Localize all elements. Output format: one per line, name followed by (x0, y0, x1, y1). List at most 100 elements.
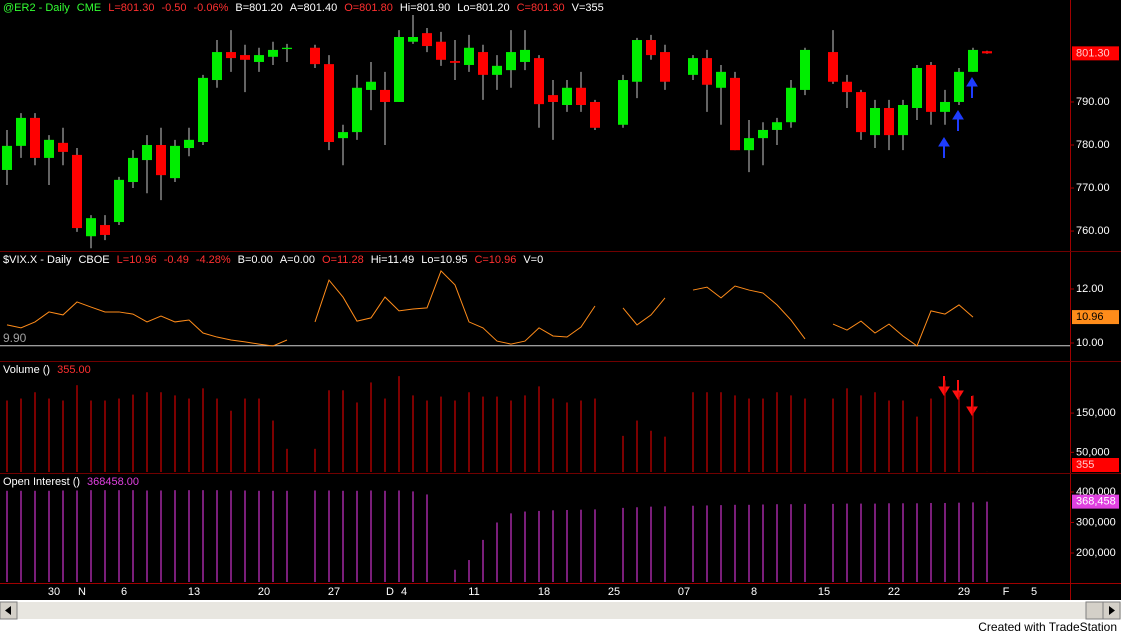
candle-body (506, 52, 516, 71)
candle-body (450, 61, 460, 63)
candle-body (632, 40, 642, 82)
x-tick-label: 4 (401, 586, 407, 598)
last-value-box (1072, 458, 1119, 472)
candle-body (730, 77, 740, 151)
scrollbar-thumb[interactable] (1085, 601, 1104, 620)
candle-body (394, 37, 404, 102)
scroll-left-arrow (5, 606, 11, 615)
scrollbar-track[interactable] (0, 602, 1121, 619)
panel-header-item: L=10.96 (117, 254, 157, 266)
last-value-label: 801.30 (1076, 47, 1110, 59)
panel-header-item: -0.49 (164, 254, 189, 266)
panel-header-item: Hi=11.49 (371, 254, 415, 266)
last-value-label: 355 (1076, 459, 1094, 471)
candle-body (716, 71, 726, 88)
candle-body (58, 142, 68, 152)
panel-header-item: $VIX.X - Daily (3, 254, 72, 266)
panel-header-item: A=0.00 (280, 254, 315, 266)
panel-header-item: -0.06% (194, 2, 229, 14)
x-tick-label: N (78, 586, 86, 598)
panel-header-item: O=11.28 (322, 254, 364, 266)
candle-body (282, 47, 292, 50)
candle-body (492, 65, 502, 75)
panel-header-item: Volume () (3, 364, 50, 376)
y-tick-label: 790.00 (1076, 96, 1110, 108)
candle-body (212, 52, 222, 81)
panel-header-item: Lo=10.95 (421, 254, 467, 266)
x-tick-label: 20 (258, 586, 270, 598)
x-tick-label: 15 (818, 586, 830, 598)
x-tick-label: 11 (468, 586, 479, 598)
last-value-label: 10.96 (1076, 311, 1104, 323)
panel-header-item: @ER2 - Daily (3, 2, 70, 14)
candle-body (114, 179, 124, 223)
panel-header-item: B=0.00 (238, 254, 273, 266)
last-value-label: 368,458 (1076, 496, 1116, 508)
panel-header-item: V=355 (572, 2, 604, 14)
candle-body (982, 51, 992, 54)
x-tick-label: 8 (751, 586, 757, 598)
series-line (6, 269, 974, 347)
candle-body (128, 157, 138, 183)
candle-body (660, 52, 670, 82)
candle-body (954, 71, 964, 102)
arrow (952, 110, 964, 120)
candle-body (422, 33, 432, 47)
arrow (952, 390, 964, 400)
buy-arrows (938, 77, 978, 158)
panel-header-item: -0.50 (161, 2, 186, 14)
candle-body (590, 101, 600, 128)
panel-header-item: Hi=801.90 (400, 2, 450, 14)
chart-background (0, 0, 1121, 600)
y-tick-label: 10.00 (1076, 337, 1104, 349)
arrow (966, 406, 978, 416)
panel-header-item: L=801.30 (108, 2, 154, 14)
panel-header-item: Open Interest () (3, 476, 80, 488)
candle-body (184, 139, 194, 149)
candle-body (520, 49, 530, 62)
y-tick-label: 760.00 (1076, 225, 1110, 237)
candle-body (436, 41, 446, 60)
candle-body (380, 89, 390, 102)
candle-body (254, 55, 264, 62)
panel-header-item: C=801.30 (517, 2, 565, 14)
footer-credit: Created with TradeStation (978, 620, 1117, 634)
y-tick-label: 770.00 (1076, 182, 1110, 194)
candle-body (534, 58, 544, 105)
candle-body (548, 95, 558, 102)
candle-body (2, 145, 12, 170)
candle-body (898, 104, 908, 136)
x-tick-label: F (1003, 586, 1010, 598)
candle-body (408, 37, 418, 42)
x-tick-label: D (386, 586, 394, 598)
candle-body (576, 87, 586, 105)
arrow (938, 386, 950, 396)
candle-body (758, 129, 768, 139)
x-tick-label: 22 (888, 586, 900, 598)
panel: 760.00 770.00 780.00 790.00 @ER2 - Daily CME L… (2, 2, 1119, 249)
x-tick-label: 29 (958, 586, 970, 598)
x-tick-label: 25 (608, 586, 620, 598)
candle-body (16, 117, 26, 146)
candle-body (100, 225, 110, 235)
panel-header-item: CBOE (78, 254, 109, 266)
y-tick-label: 12.00 (1076, 283, 1104, 295)
scrollbar[interactable] (0, 601, 1121, 620)
candle-body (968, 49, 978, 72)
candle-body (310, 47, 320, 65)
candle-body (562, 87, 572, 105)
candle-body (772, 122, 782, 130)
candle-body (618, 80, 628, 125)
candle-body (72, 154, 82, 229)
panel-header-item: 368458.00 (87, 476, 139, 488)
x-tick-label: 13 (188, 586, 200, 598)
candle-body (142, 145, 152, 161)
x-tick-label: 07 (678, 586, 690, 598)
candle-body (786, 87, 796, 123)
candle-body (44, 139, 54, 158)
x-tick-label: 30 (48, 586, 60, 598)
last-value-box (1072, 46, 1119, 61)
candle-body (870, 108, 880, 136)
